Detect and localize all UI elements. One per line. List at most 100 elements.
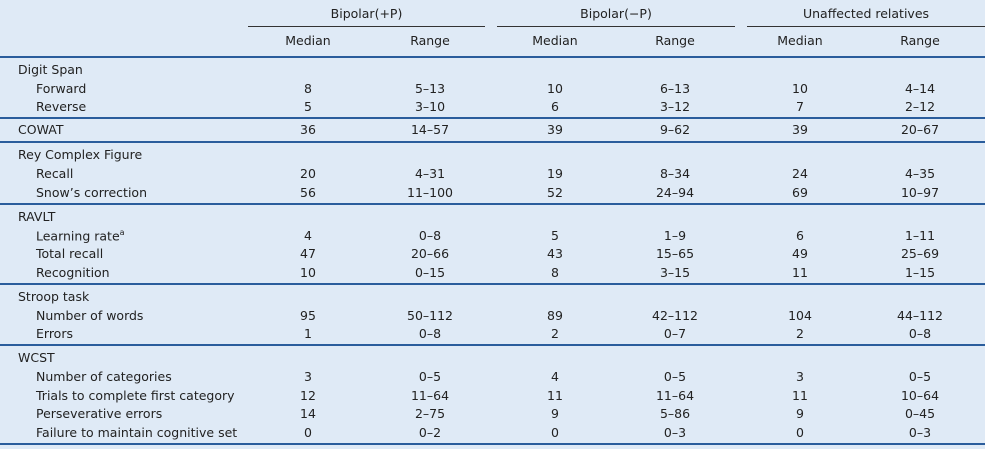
- cell: 4–31: [414, 165, 446, 181]
- cell: 36: [300, 122, 316, 138]
- section-title: Rey Complex Figure: [18, 147, 143, 163]
- cell: 9: [796, 406, 804, 422]
- cell: 0: [551, 424, 559, 440]
- cell: 50–112: [406, 307, 454, 323]
- column-header: Median: [777, 32, 823, 48]
- cell: 11–64: [655, 387, 695, 403]
- section-title: Stroop task: [18, 288, 90, 304]
- cell: 56: [300, 184, 316, 200]
- cell: 20–66: [410, 245, 450, 261]
- cell: 69: [792, 184, 808, 200]
- cell: 4: [304, 227, 312, 243]
- cell: 9: [551, 406, 559, 422]
- cell: 6: [551, 99, 559, 115]
- cell: 11: [792, 264, 808, 280]
- cell: 95: [300, 307, 316, 323]
- cell: 24–94: [655, 184, 695, 200]
- cell: 20: [300, 165, 316, 181]
- cell: 42–112: [651, 307, 699, 323]
- cell: 0–5: [418, 368, 442, 384]
- group-rule: [747, 26, 985, 27]
- cell: 15–65: [655, 245, 695, 261]
- group-header: Unaffected relatives: [802, 5, 930, 21]
- section-rule: [0, 141, 985, 144]
- cell: 5: [304, 99, 312, 115]
- cell: 0–45: [904, 406, 936, 422]
- cell: 10–64: [900, 387, 940, 403]
- cell: 1–9: [663, 227, 687, 243]
- row-label: Errors: [36, 326, 73, 342]
- column-header: Range: [410, 32, 450, 48]
- cell: 0–8: [908, 326, 932, 342]
- column-header: Range: [655, 32, 695, 48]
- cell: 10–97: [900, 184, 940, 200]
- row-label: Perseverative errors: [36, 406, 163, 422]
- section-title: RAVLT: [18, 208, 56, 224]
- cell: 10: [792, 80, 808, 96]
- cell: 0: [304, 424, 312, 440]
- cell: 3–15: [659, 264, 691, 280]
- cell: 2: [551, 326, 559, 342]
- cell: 0–8: [418, 227, 442, 243]
- cell: 4: [551, 368, 559, 384]
- group-rule: [497, 26, 735, 27]
- cell: 39: [547, 122, 563, 138]
- cell: 8: [304, 80, 312, 96]
- cell: 0–5: [663, 368, 687, 384]
- cell: 4–35: [904, 165, 936, 181]
- row-label: Forward: [36, 80, 87, 96]
- row-label: Reverse: [36, 99, 87, 115]
- cell: 7: [796, 99, 804, 115]
- cell: 1: [304, 326, 312, 342]
- cell: 14–57: [410, 122, 450, 138]
- section-title: COWAT: [18, 122, 64, 138]
- header-rule: [0, 56, 985, 58]
- cell: 2–75: [414, 406, 446, 422]
- row-label: Total recall: [36, 245, 104, 261]
- cell: 12: [300, 387, 316, 403]
- section-rule: [0, 202, 985, 205]
- cell: 25–69: [900, 245, 940, 261]
- cell: 14: [300, 406, 316, 422]
- section-title: Digit Span: [18, 61, 83, 77]
- cell: 5–86: [659, 406, 691, 422]
- cell: 52: [547, 184, 563, 200]
- cell: 11–100: [406, 184, 454, 200]
- cell: 43: [547, 245, 563, 261]
- cell: 49: [792, 245, 808, 261]
- cell: 8: [551, 264, 559, 280]
- cell: 10: [547, 80, 563, 96]
- cell: 0–3: [908, 424, 932, 440]
- row-label: Number of words: [36, 307, 144, 323]
- cell: 5–13: [414, 80, 446, 96]
- row-label: Number of categories: [36, 368, 172, 384]
- section-rule: [0, 443, 985, 446]
- cell: 24: [792, 165, 808, 181]
- row-label: Failure to maintain cognitive set: [36, 424, 238, 440]
- cell: 47: [300, 245, 316, 261]
- cell: 1–11: [904, 227, 936, 243]
- cell: 9–62: [659, 122, 691, 138]
- cell: 11: [792, 387, 808, 403]
- cell: 3–12: [659, 99, 691, 115]
- section-rule: [0, 282, 985, 285]
- cell: 3: [304, 368, 312, 384]
- column-header: Median: [532, 32, 578, 48]
- section-title: WCST: [18, 350, 55, 366]
- group-rule: [248, 26, 485, 27]
- cell: 44–112: [896, 307, 944, 323]
- cell: 6: [796, 227, 804, 243]
- section-rule: [0, 344, 985, 347]
- cell: 0: [796, 424, 804, 440]
- cell: 4–14: [904, 80, 936, 96]
- cell: 0–3: [663, 424, 687, 440]
- cell: 0–8: [418, 326, 442, 342]
- cell: 0–5: [908, 368, 932, 384]
- cell: 19: [547, 165, 563, 181]
- row-label: Trials to complete first category: [36, 387, 235, 403]
- cell: 11–64: [410, 387, 450, 403]
- cell: 20–67: [900, 122, 940, 138]
- cell: 39: [792, 122, 808, 138]
- cell: 8–34: [659, 165, 691, 181]
